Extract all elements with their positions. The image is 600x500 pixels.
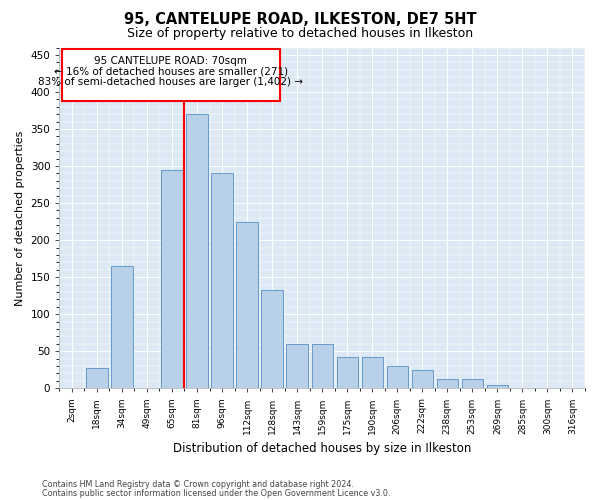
FancyBboxPatch shape bbox=[62, 49, 280, 101]
X-axis label: Distribution of detached houses by size in Ilkeston: Distribution of detached houses by size … bbox=[173, 442, 472, 455]
Bar bbox=[161, 170, 182, 388]
Bar bbox=[311, 344, 333, 389]
Text: Contains HM Land Registry data © Crown copyright and database right 2024.: Contains HM Land Registry data © Crown c… bbox=[42, 480, 354, 489]
Text: Contains public sector information licensed under the Open Government Licence v3: Contains public sector information licen… bbox=[42, 488, 391, 498]
Bar bbox=[362, 357, 383, 388]
Text: ← 16% of detached houses are smaller (271): ← 16% of detached houses are smaller (27… bbox=[53, 67, 288, 77]
Bar bbox=[337, 357, 358, 388]
Bar bbox=[111, 266, 133, 388]
Bar bbox=[412, 370, 433, 388]
Bar bbox=[286, 344, 308, 389]
Bar bbox=[236, 222, 258, 388]
Bar bbox=[86, 368, 107, 388]
Bar bbox=[262, 290, 283, 388]
Bar bbox=[211, 174, 233, 388]
Text: 95 CANTELUPE ROAD: 70sqm: 95 CANTELUPE ROAD: 70sqm bbox=[94, 56, 247, 66]
Bar bbox=[187, 114, 208, 388]
Bar bbox=[437, 380, 458, 388]
Bar bbox=[462, 378, 483, 388]
Y-axis label: Number of detached properties: Number of detached properties bbox=[15, 130, 25, 306]
Bar bbox=[386, 366, 408, 388]
Bar bbox=[487, 384, 508, 388]
Text: Size of property relative to detached houses in Ilkeston: Size of property relative to detached ho… bbox=[127, 28, 473, 40]
Text: 83% of semi-detached houses are larger (1,402) →: 83% of semi-detached houses are larger (… bbox=[38, 77, 303, 87]
Text: 95, CANTELUPE ROAD, ILKESTON, DE7 5HT: 95, CANTELUPE ROAD, ILKESTON, DE7 5HT bbox=[124, 12, 476, 28]
